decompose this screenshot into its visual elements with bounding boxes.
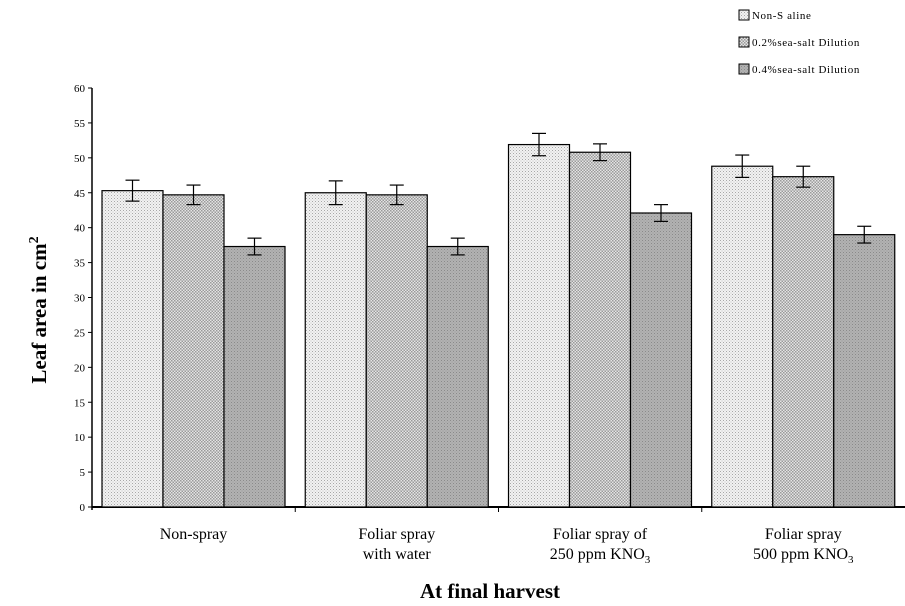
plot-area: 0 5 10 15 20 25 30 35 40 45 50 55 60 Non-spray Foliar … — [74, 83, 905, 566]
bar — [304, 192, 367, 508]
bar — [833, 234, 896, 508]
y-tick-label: 30 — [74, 293, 86, 305]
x-axis-title: At final harvest — [420, 579, 560, 603]
legend-item-1: 0.2%sea-salt Dilution — [738, 36, 860, 49]
y-tick-label: 25 — [74, 327, 86, 339]
y-tick-label: 45 — [74, 188, 86, 200]
x-tick-label: Foliar spray of — [553, 526, 648, 543]
legend-item-2: 0.4%sea-salt Dilution — [738, 63, 860, 76]
x-tick-label: Non-spray — [160, 526, 228, 543]
bar — [426, 245, 489, 508]
bar — [629, 212, 693, 508]
legend: Non-S aline 0.2%sea-salt Dilution 0.4%se… — [738, 9, 860, 76]
y-tick-label: 15 — [74, 397, 86, 409]
bar — [365, 194, 428, 508]
y-tick-label: 50 — [74, 153, 86, 165]
y-axis-title: Leaf area in cm2 — [27, 236, 51, 383]
y-tick-label: 55 — [74, 118, 86, 130]
x-tick-label: 250 ppm KNO3 — [550, 546, 651, 566]
legend-swatch-1 — [738, 36, 750, 48]
legend-swatch-2 — [738, 63, 750, 75]
legend-item-0: Non-S aline — [738, 9, 811, 22]
y-tick-label: 10 — [74, 432, 86, 444]
legend-label-0: Non-S aline — [752, 10, 811, 22]
x-tick-label: with water — [363, 546, 432, 563]
bar — [507, 143, 571, 508]
y-tick-label: 35 — [74, 258, 86, 270]
legend-swatch-0 — [738, 9, 750, 21]
y-tick-label: 60 — [74, 83, 86, 95]
y-tick-label: 20 — [74, 362, 86, 374]
bar — [101, 190, 164, 508]
bar — [772, 176, 835, 508]
bar — [568, 151, 632, 508]
legend-label-1: 0.2%sea-salt Dilution — [752, 37, 860, 49]
y-tick-label: 40 — [74, 223, 86, 235]
bar — [711, 165, 774, 508]
bar — [162, 194, 225, 508]
bar — [223, 245, 286, 508]
x-tick-label: 500 ppm KNO3 — [753, 546, 854, 566]
y-tick-label: 0 — [80, 502, 86, 514]
x-tick-label: Foliar spray — [358, 526, 435, 543]
y-tick-label: 5 — [80, 467, 86, 479]
x-tick-label: Foliar spray — [765, 526, 842, 543]
legend-label-2: 0.4%sea-salt Dilution — [752, 64, 860, 76]
